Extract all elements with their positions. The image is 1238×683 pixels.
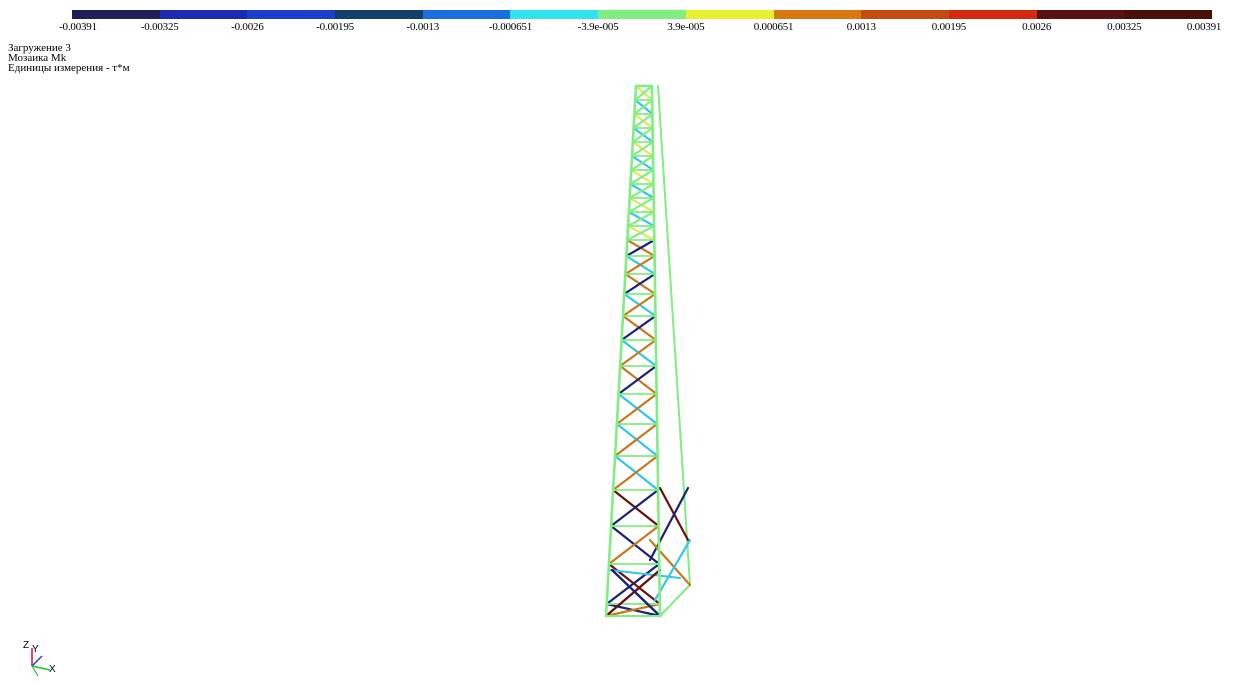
color-scale-segment <box>422 10 511 19</box>
color-scale-tick-label: -0.000651 <box>488 21 533 33</box>
color-scale-tick-label: 0.0013 <box>846 21 876 33</box>
color-scale-tick-label: -0.00195 <box>316 21 354 33</box>
color-scale-tick-label: 3.9e-005 <box>667 21 705 33</box>
color-scale-tick-label: 0.00391 <box>1186 21 1222 33</box>
tower-base-brace <box>604 568 662 618</box>
color-scale-segment <box>598 10 686 19</box>
color-scale-segment <box>948 10 1037 19</box>
color-scale-tick-label: -0.00391 <box>59 21 97 33</box>
tower-diagonal-brace <box>630 140 654 158</box>
tower-diagonal-brace <box>625 238 656 258</box>
tower-diagonal-brace <box>629 168 655 186</box>
y-axis-label: Y <box>32 644 39 655</box>
axis-triad-icon: Z Y X <box>23 640 56 677</box>
tower-diagonal-brace <box>630 154 655 172</box>
info-panel: Загружение 3 Мозаика Mk Единицы измерени… <box>8 42 130 74</box>
color-scale-segment <box>72 10 160 19</box>
color-scale-tick-label: 0.00195 <box>931 21 967 33</box>
color-scale-tick-label: -0.00325 <box>140 21 179 33</box>
tower-diagonal-brace <box>609 488 660 528</box>
color-scale-tick-label: -0.0013 <box>406 21 440 33</box>
mosaic-label: Мозаика Mk <box>8 52 67 64</box>
tower-diagonal-brace <box>607 524 660 566</box>
color-scale-segment <box>159 10 248 19</box>
tower-diagonal-brace <box>605 562 661 606</box>
tower-diagonal-brace <box>620 314 657 342</box>
tower-diagonal-brace <box>626 210 656 228</box>
tower-diagonal-brace <box>624 254 656 276</box>
tower-diagonal-brace <box>615 392 658 426</box>
tower-main-leg <box>604 84 638 618</box>
tower-base-brace <box>610 568 662 618</box>
tower-diagonal-brace <box>623 272 656 296</box>
tower-diagonal-brace <box>634 84 654 102</box>
tower-diagonal-brace <box>631 126 654 144</box>
color-scale-segment <box>773 10 862 19</box>
tower-back-leg <box>657 85 691 586</box>
color-scale-tick-label: 0.00325 <box>1107 21 1142 33</box>
color-scale-segment <box>510 10 599 19</box>
tower-diagonal-brace <box>633 98 654 116</box>
color-scale-tick-label: 0.0026 <box>1022 21 1052 33</box>
x-axis-shadow-line <box>31 665 39 677</box>
tower-diagonal-brace <box>621 292 657 318</box>
x-axis-line <box>31 665 51 671</box>
tower-diagonal-brace <box>627 196 655 214</box>
tower-diagonal-brace <box>612 454 659 492</box>
color-scale-segment <box>335 10 423 19</box>
tower-diagonal-brace <box>628 182 655 200</box>
color-scale-tick-label: 0.000651 <box>753 21 794 33</box>
tower-main-leg <box>650 84 662 618</box>
color-scale-tick-label: -0.0026 <box>231 21 264 33</box>
color-scale-ticks: -0.00391 -0.00325 -0.0026 -0.00195 -0.0013 -0… <box>0 21 1238 35</box>
x-axis-label: X <box>49 664 56 675</box>
color-scale-segment <box>685 10 774 19</box>
color-scale-bar <box>72 10 1212 19</box>
tower-side-brace <box>648 538 692 587</box>
tower-diagonal-brace <box>617 364 658 396</box>
color-scale-segment <box>1036 10 1125 19</box>
color-scale-tick-label: -3.9e-005 <box>577 21 619 33</box>
tower-back-leg <box>659 584 691 617</box>
tower-horizontal-brace <box>609 569 681 579</box>
color-scale-segment <box>247 10 336 19</box>
y-axis-line <box>31 655 43 667</box>
tower-diagonal-brace <box>626 224 656 242</box>
color-scale-segment <box>861 10 949 19</box>
units-label: Единицы измерения - т*м <box>8 62 130 74</box>
tower-diagonal-brace <box>613 422 659 458</box>
color-scale-segment <box>1124 10 1212 19</box>
z-axis-label: Z <box>23 640 29 651</box>
load-case-label: Загружение 3 <box>8 42 71 54</box>
tower-diagonal-brace <box>632 112 654 130</box>
tower-diagonal-brace <box>619 338 657 368</box>
